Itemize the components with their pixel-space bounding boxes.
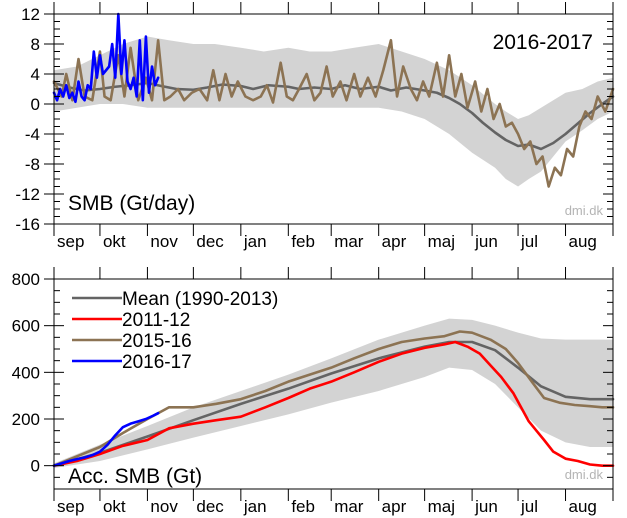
y-tick-label: 12 (21, 5, 40, 24)
y-axis-label: Acc. SMB (Gt) (68, 465, 202, 488)
range-band (54, 318, 613, 468)
x-month-label: jan (243, 232, 267, 251)
credit-label: dmi.dk (565, 467, 604, 482)
y-tick-label: 0 (31, 95, 40, 114)
y-tick-label: -12 (15, 185, 40, 204)
x-month-label: okt (103, 497, 126, 516)
y-tick-label: 4 (31, 65, 40, 84)
x-month-label: jul (520, 232, 538, 251)
x-month-label: aug (569, 497, 597, 516)
x-month-label: jan (243, 497, 267, 516)
legend-label: 2016-17 (122, 352, 192, 373)
y-tick-label: 800 (12, 270, 40, 289)
legend-label: 2011-12 (122, 310, 190, 331)
range-band (54, 36, 613, 187)
series-line-2015-16 (52, 330, 615, 467)
x-month-label: mar (334, 497, 364, 516)
credit-label: dmi.dk (565, 203, 604, 218)
series-line-2011-12 (52, 340, 615, 467)
y-tick-label: 0 (31, 457, 40, 476)
legend-label: Mean (1990-2013) (122, 289, 278, 310)
accumulated-smb-plot: 800 600 400 200 0 sep okt nov dec jan feb mar apr maj… (12, 267, 615, 516)
x-month-label: aug (569, 232, 597, 251)
y-tick-label: -8 (25, 155, 40, 174)
x-month-label: apr (382, 497, 407, 516)
x-month-label: nov (150, 232, 178, 251)
x-month-label: dec (196, 497, 224, 516)
x-month-label: apr (382, 232, 407, 251)
x-month-label: mar (334, 232, 364, 251)
y-tick-label: 400 (12, 363, 40, 382)
y-tick-label: 200 (12, 410, 40, 429)
x-month-label: sep (57, 232, 84, 251)
y-axis-label: SMB (Gt/day) (68, 192, 195, 215)
x-month-label: jun (474, 497, 498, 516)
series-line-2016-17 (52, 411, 160, 467)
daily-smb-plot: 12 8 4 0 -4 -8 -12 -16 sep okt nov dec jan feb mar apr m… (15, 2, 615, 251)
x-month-label: dec (196, 232, 224, 251)
x-month-label: maj (428, 232, 455, 251)
series-line-2015-16 (52, 38, 615, 188)
x-month-label: sep (57, 497, 84, 516)
x-month-label: jul (520, 497, 538, 516)
y-tick-label: -4 (25, 125, 40, 144)
x-month-label: nov (150, 497, 178, 516)
x-month-label: feb (291, 232, 315, 251)
chart-title: 2016-2017 (493, 31, 593, 54)
legend-label: 2015-16 (122, 331, 192, 352)
x-month-label: jun (474, 232, 498, 251)
x-month-label: okt (103, 232, 126, 251)
x-month-label: maj (428, 497, 455, 516)
y-tick-label: 600 (12, 317, 40, 336)
y-tick-label: -16 (15, 215, 40, 234)
y-tick-label: 8 (31, 35, 40, 54)
x-month-label: feb (291, 497, 315, 516)
series-line-2016-17 (52, 12, 160, 104)
